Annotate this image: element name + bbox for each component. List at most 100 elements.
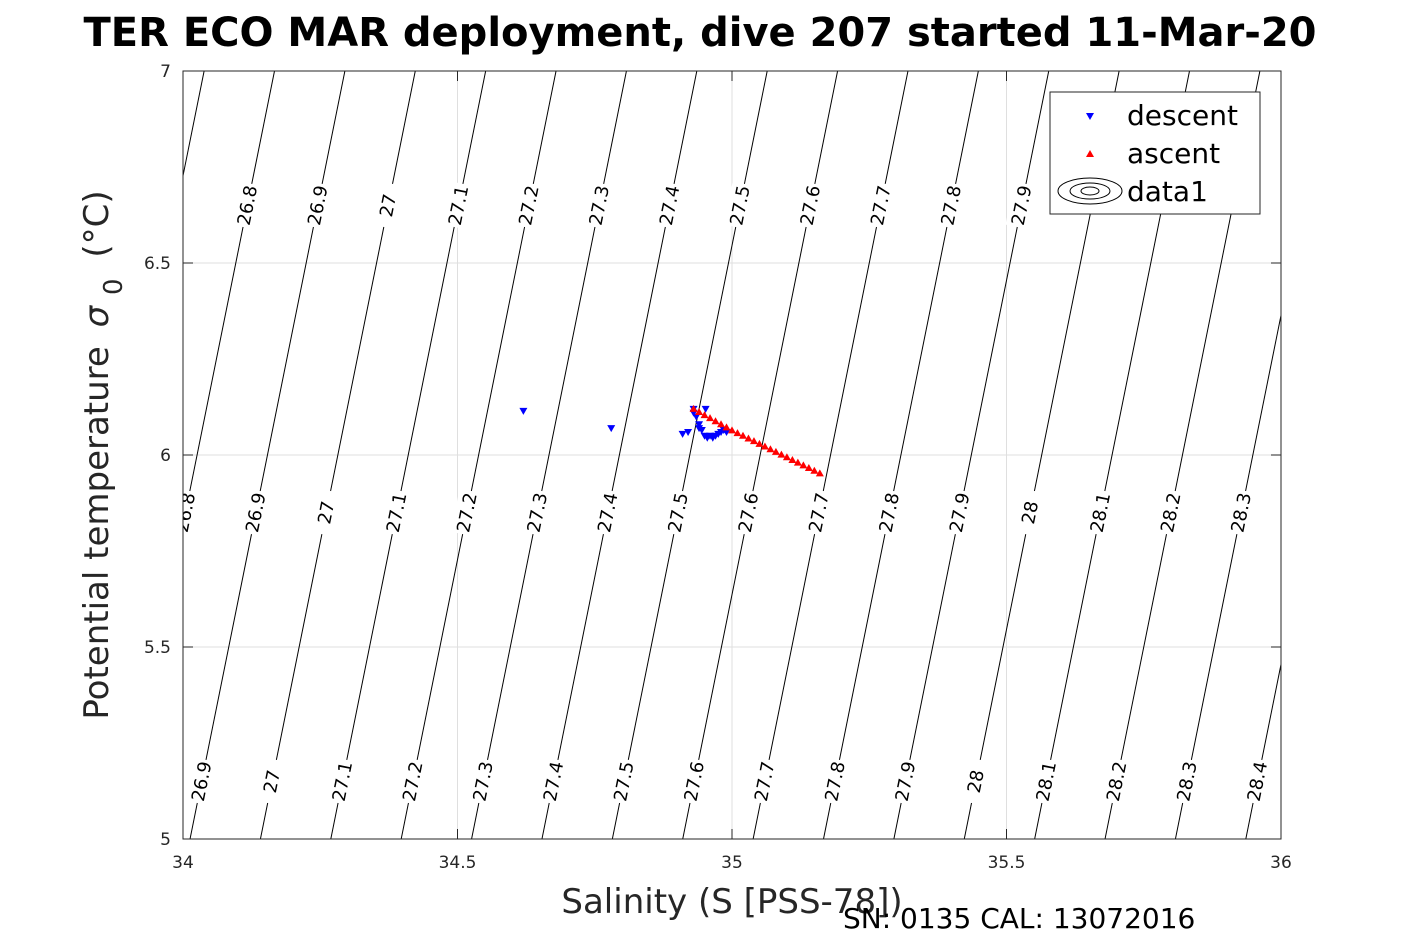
chart-title: TER ECO MAR deployment, dive 207 started… [83, 10, 1316, 56]
legend-descent-marker [1086, 113, 1094, 120]
isopycnal-label-bg [794, 181, 827, 230]
descent-point [684, 428, 693, 436]
isopycnal-label-bg [889, 757, 922, 806]
isopycnal-label-bg [301, 181, 334, 230]
isopycnal-label-group: 27.2 [450, 488, 484, 537]
isopycnal-label-bg [239, 488, 272, 537]
ascent-point [771, 447, 780, 455]
isopycnal-label-bg [183, 488, 202, 537]
isopycnal-label-bg [255, 757, 289, 806]
y-tick-label: 7 [160, 62, 171, 82]
isopycnal-label-bg [231, 181, 264, 230]
isopycnal-label-bg [380, 488, 413, 537]
isopycnal-label-bg [723, 181, 757, 230]
isopycnal-label-bg [873, 488, 906, 537]
isopycnal-label-group: 28.1 [1084, 488, 1117, 537]
isopycnal-label-bg [372, 181, 405, 230]
descent-point [695, 425, 704, 433]
ascent-point [695, 407, 704, 415]
ascent-point [804, 464, 813, 472]
isopycnal-label-bg [819, 757, 852, 806]
ascent-point [689, 404, 698, 412]
isopycnal-label-group: 27.8 [819, 757, 852, 806]
x-tick-label: 34.5 [439, 853, 477, 873]
isopycnal-label-group: 27.6 [794, 181, 827, 230]
ascent-point [744, 434, 753, 442]
ascent-point [722, 423, 731, 431]
isopycnal-label-group: 27 [255, 757, 289, 806]
isopycnal-label-bg [396, 757, 429, 806]
isopycnal-label-bg [442, 181, 475, 230]
x-axis-ticks: 34 34.5 35 35.5 36 [172, 71, 1292, 873]
isopycnal-label-bg [1005, 181, 1038, 230]
ascent-point [733, 429, 742, 437]
isopycnal-label-bg [1225, 488, 1258, 537]
ascent-point [782, 453, 791, 461]
y-axis-label-subscript: 0 [99, 278, 129, 295]
isopycnal-label-bg [1013, 488, 1047, 537]
isopycnal-label-group: 28.2 [1100, 757, 1133, 806]
isopycnal-label-group: 27.2 [396, 757, 429, 806]
isopycnal-label-bg [1030, 757, 1063, 806]
isopycnal-label-group: 27.1 [442, 181, 475, 230]
ascent-point [799, 461, 808, 469]
ascent-point [706, 414, 715, 422]
isopycnal-label: 27 [376, 192, 401, 219]
isopycnal-label-group: 27.1 [380, 488, 413, 537]
ascent-point [700, 411, 709, 419]
isopycnal-label-group: 27.7 [802, 488, 836, 537]
ascent-point [766, 445, 775, 453]
legend-ascent-marker [1086, 150, 1094, 157]
y-axis-label-sigma: σ [77, 304, 117, 327]
isopycnal-label-bg [678, 757, 711, 806]
ascent-point [711, 417, 720, 425]
isopycnal-label-group: 28 [959, 757, 992, 806]
isopycnal-line [1387, 71, 1417, 839]
legend: descent ascent data1 [1049, 91, 1261, 215]
y-axis-label-unit: (°C) [77, 190, 117, 257]
x-tick-label: 35 [721, 853, 743, 873]
y-tick-label: 5 [160, 830, 171, 850]
isopycnal-label-group: 26.8 [231, 181, 264, 230]
y-axis-ticks: 5 5.5 6 6.5 7 [144, 62, 1281, 850]
isopycnal-label-bg [450, 488, 484, 537]
y-tick-label: 5.5 [144, 638, 171, 658]
x-tick-label: 36 [1270, 853, 1292, 873]
y-tick-label: 6.5 [144, 254, 171, 274]
data-points [519, 404, 824, 477]
isopycnal-label-bg [802, 488, 836, 537]
isopycnal-label-bg [662, 488, 695, 537]
isopycnal-label: 28 [964, 768, 989, 795]
isopycnal-label-bg [521, 488, 554, 537]
descent-point [722, 428, 731, 436]
descent-point [607, 425, 616, 433]
isopycnal-line [183, 71, 205, 179]
legend-box [1049, 91, 1261, 215]
isopycnal-label-group: 26.9 [239, 488, 272, 537]
isopycnal-label-bg [607, 757, 641, 806]
isopycnal-label-bg [864, 181, 897, 230]
serial-calibration-footer: SN: 0135 CAL: 13072016 [843, 902, 1195, 935]
ascent-point [788, 455, 797, 463]
ascent-point [717, 420, 726, 428]
descent-point [519, 407, 528, 415]
y-tick-label: 6 [160, 446, 171, 466]
isopycnal-label: 27 [260, 768, 285, 795]
isopycnal-label-bg [326, 757, 359, 806]
legend-contour-icon [1057, 177, 1123, 205]
descent-point [695, 421, 704, 429]
isopycnal-label-group: 26.9 [185, 757, 218, 806]
legend-ascent-label: ascent [1127, 137, 1220, 170]
ascent-point [755, 439, 764, 447]
isopycnal-label: 28 [1018, 499, 1043, 526]
isopycnal-label-group: 27 [310, 488, 343, 537]
isopycnal-label-group: 27.8 [935, 181, 968, 230]
isopycnal-label-bg [591, 488, 624, 537]
descent-point [701, 405, 710, 413]
ascent-point [777, 450, 786, 458]
isopycnal-label-bg [732, 488, 765, 537]
isopycnal-label-bg [653, 181, 686, 230]
x-tick-label: 35.5 [988, 853, 1026, 873]
isopycnal-label-group: 27 [372, 181, 405, 230]
